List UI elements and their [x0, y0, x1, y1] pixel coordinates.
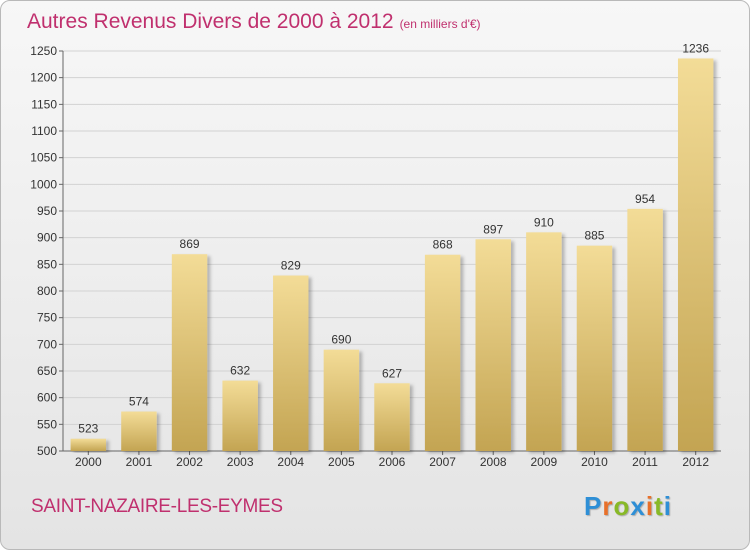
y-tick-label: 550: [37, 417, 57, 431]
logo-letter: P: [584, 491, 603, 521]
value-label: 897: [483, 222, 503, 236]
bar-2004: [273, 275, 309, 451]
bar-2001: [121, 411, 157, 451]
y-tick-label: 1050: [30, 151, 57, 165]
y-tick-label: 950: [37, 204, 57, 218]
logo-letter: i: [645, 491, 655, 521]
x-tick-label: 2009: [530, 455, 557, 469]
value-label: 910: [534, 215, 554, 229]
x-tick-label: 2000: [75, 455, 102, 469]
x-tick-label: 2007: [429, 455, 456, 469]
bar-2005: [323, 349, 360, 451]
value-label: 869: [180, 237, 200, 251]
y-tick-label: 700: [37, 337, 57, 351]
y-tick-label: 800: [37, 284, 57, 298]
y-tick-label: 600: [37, 391, 57, 405]
logo-letter: r: [602, 491, 614, 521]
y-tick-label: 1100: [31, 124, 57, 138]
bar-2006: [374, 383, 410, 451]
y-tick-label: 650: [37, 364, 57, 378]
bar-2012: [677, 58, 714, 451]
bar-2010: [576, 245, 613, 451]
bar-2007: [424, 254, 461, 451]
value-label: 868: [433, 238, 453, 252]
value-label: 829: [281, 259, 301, 273]
bars: [70, 58, 714, 451]
labels: 2000 523 2001 574 2002 869 2003 632 2004 829 2005 6…: [75, 41, 709, 469]
x-tick-label: 2001: [126, 455, 153, 469]
y-tick-label: 850: [37, 257, 57, 271]
y-tick-label: 500: [37, 444, 57, 458]
value-label: 885: [584, 229, 604, 243]
y-tick-label: 750: [37, 311, 57, 325]
value-label: 1236: [682, 41, 709, 55]
city-name: SAINT-NAZAIRE-LES-EYMES: [31, 496, 283, 517]
value-label: 632: [230, 364, 250, 378]
chart-subtitle: (en milliers d'€): [399, 17, 481, 31]
x-tick-label: 2011: [632, 455, 658, 469]
bar-2000: [70, 438, 107, 451]
bar-2009: [526, 232, 562, 451]
logo-letter: x: [630, 491, 646, 521]
title-text: Autres Revenus Divers de 2000 à 2012: [27, 10, 394, 33]
logo-letter: t: [654, 491, 664, 521]
y-tick-label: 1000: [30, 177, 57, 191]
x-tick-label: 2010: [581, 455, 608, 469]
x-tick-label: 2005: [328, 455, 355, 469]
chart-title: Autres Revenus Divers de 2000 à 2012 (en …: [27, 10, 481, 34]
y-tick-label: 1250: [30, 44, 57, 58]
bar-2008: [475, 239, 511, 451]
logo-letter: o: [613, 491, 631, 521]
y-tick-label: 1150: [31, 97, 57, 111]
y-tick-label: 1200: [30, 71, 57, 85]
x-tick-label: 2006: [379, 455, 406, 469]
bar-2003: [222, 380, 258, 451]
x-tick-label: 2002: [176, 455, 203, 469]
value-label: 627: [382, 366, 402, 380]
x-tick-label: 2012: [682, 455, 709, 469]
logo-letter: i: [663, 491, 672, 521]
value-label: 574: [129, 395, 149, 409]
y-tick-label: 900: [37, 231, 57, 245]
bar-2011: [627, 208, 663, 451]
x-tick-label: 2004: [277, 455, 304, 469]
bar-2002: [171, 254, 208, 451]
value-label: 954: [635, 192, 655, 206]
proxiti-logo: Proxiti: [584, 491, 672, 522]
x-tick-label: 2003: [227, 455, 254, 469]
value-label: 690: [331, 333, 351, 347]
x-tick-label: 2008: [480, 455, 507, 469]
value-label: 523: [78, 422, 98, 436]
